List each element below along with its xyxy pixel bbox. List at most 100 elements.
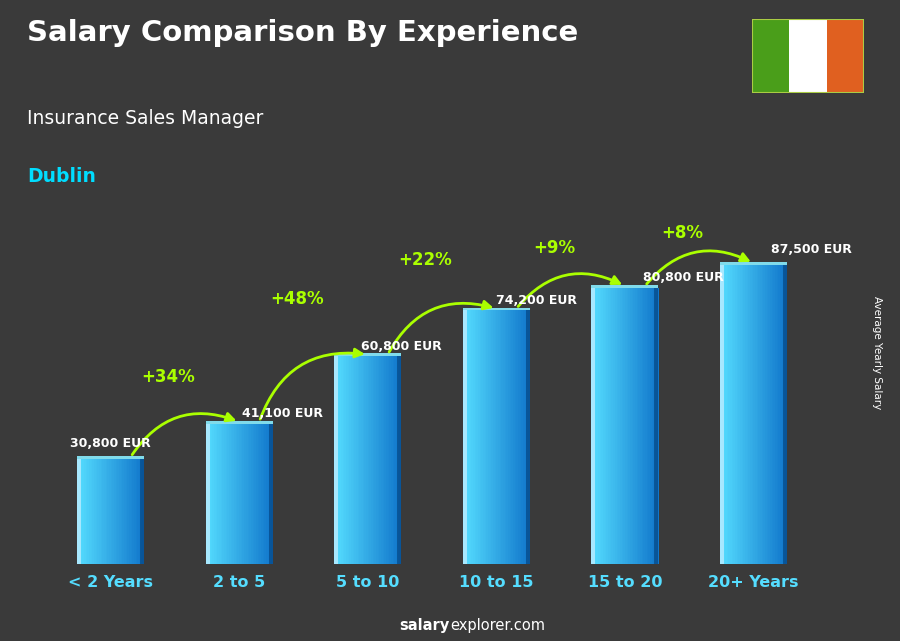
- Bar: [761, 265, 764, 564]
- Bar: [745, 265, 747, 564]
- Bar: [593, 288, 595, 564]
- Bar: [468, 310, 470, 564]
- Bar: [782, 265, 784, 564]
- Bar: [472, 310, 473, 564]
- Bar: [511, 310, 513, 564]
- Bar: [369, 356, 372, 564]
- Bar: [244, 424, 246, 564]
- Bar: [266, 424, 268, 564]
- Bar: [351, 356, 353, 564]
- Bar: [778, 265, 780, 564]
- Bar: [657, 288, 659, 564]
- Text: Insurance Sales Manager: Insurance Sales Manager: [27, 109, 264, 128]
- Bar: [249, 424, 251, 564]
- Bar: [463, 310, 467, 564]
- Bar: [132, 459, 134, 564]
- Bar: [750, 265, 752, 564]
- Text: 41,100 EUR: 41,100 EUR: [242, 407, 323, 420]
- Bar: [257, 424, 259, 564]
- Text: Average Yearly Salary: Average Yearly Salary: [872, 296, 883, 409]
- Bar: [400, 356, 401, 564]
- Bar: [89, 459, 91, 564]
- Bar: [734, 265, 735, 564]
- Bar: [599, 288, 602, 564]
- Bar: [597, 288, 598, 564]
- Bar: [84, 459, 86, 564]
- Text: Salary Comparison By Experience: Salary Comparison By Experience: [27, 19, 578, 47]
- Bar: [114, 459, 116, 564]
- Bar: [503, 310, 505, 564]
- Bar: [103, 459, 104, 564]
- Bar: [603, 288, 605, 564]
- Bar: [246, 424, 248, 564]
- Bar: [607, 288, 608, 564]
- Bar: [92, 459, 94, 564]
- Bar: [826, 19, 864, 93]
- Bar: [526, 310, 530, 564]
- Bar: [618, 288, 620, 564]
- Bar: [376, 356, 378, 564]
- Bar: [519, 310, 522, 564]
- Bar: [251, 424, 253, 564]
- Bar: [334, 353, 401, 356]
- Bar: [209, 424, 211, 564]
- Bar: [769, 265, 770, 564]
- Bar: [623, 288, 626, 564]
- Text: +9%: +9%: [533, 239, 575, 258]
- Bar: [80, 459, 83, 564]
- Bar: [122, 459, 124, 564]
- Bar: [632, 288, 634, 564]
- Bar: [207, 424, 210, 564]
- Bar: [216, 424, 218, 564]
- Bar: [224, 424, 226, 564]
- Bar: [230, 424, 233, 564]
- Bar: [490, 310, 491, 564]
- Bar: [517, 310, 518, 564]
- Bar: [380, 356, 382, 564]
- Bar: [720, 265, 724, 564]
- Bar: [127, 459, 130, 564]
- Bar: [784, 265, 786, 564]
- Bar: [359, 356, 361, 564]
- Bar: [644, 288, 645, 564]
- Bar: [724, 265, 725, 564]
- Bar: [749, 265, 751, 564]
- Bar: [95, 459, 97, 564]
- Bar: [722, 265, 724, 564]
- Bar: [483, 310, 485, 564]
- Bar: [508, 310, 510, 564]
- Bar: [759, 265, 760, 564]
- Bar: [338, 356, 339, 564]
- Bar: [269, 424, 271, 564]
- Text: Dublin: Dublin: [27, 167, 96, 186]
- Bar: [518, 310, 520, 564]
- Bar: [357, 356, 360, 564]
- Bar: [126, 459, 128, 564]
- Bar: [757, 265, 759, 564]
- Bar: [608, 288, 610, 564]
- Bar: [398, 356, 400, 564]
- Bar: [104, 459, 106, 564]
- Bar: [476, 310, 478, 564]
- Bar: [642, 288, 643, 564]
- Bar: [136, 459, 138, 564]
- Bar: [241, 424, 243, 564]
- Bar: [500, 310, 501, 564]
- Bar: [645, 288, 647, 564]
- Bar: [363, 356, 365, 564]
- Bar: [747, 265, 749, 564]
- Bar: [341, 356, 343, 564]
- Bar: [394, 356, 396, 564]
- Bar: [334, 356, 338, 564]
- Bar: [218, 424, 220, 564]
- Bar: [763, 265, 765, 564]
- Bar: [743, 265, 745, 564]
- Text: +48%: +48%: [270, 290, 324, 308]
- Bar: [254, 424, 256, 564]
- Bar: [253, 424, 255, 564]
- Bar: [139, 459, 141, 564]
- Bar: [474, 310, 476, 564]
- Bar: [501, 310, 503, 564]
- Bar: [206, 424, 210, 564]
- Bar: [505, 310, 507, 564]
